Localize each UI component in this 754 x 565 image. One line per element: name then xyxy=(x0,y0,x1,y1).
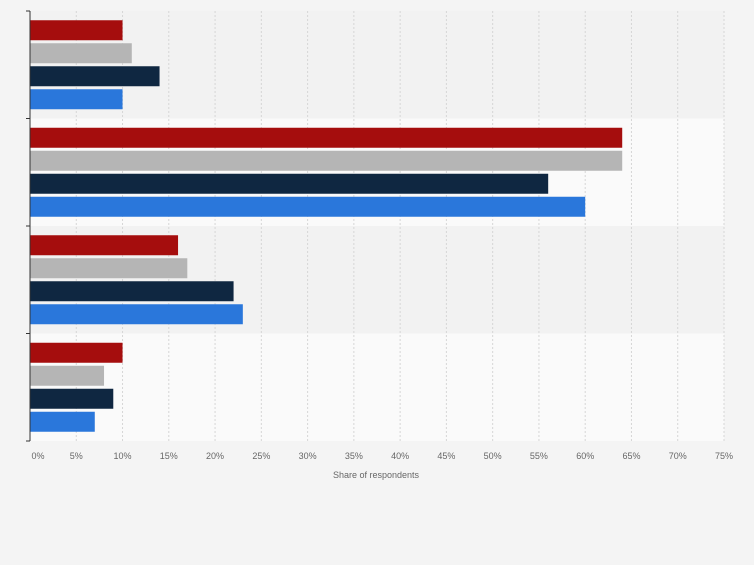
axis xyxy=(26,10,31,442)
x-tick-label: 70% xyxy=(669,451,687,461)
bar xyxy=(30,66,160,87)
bar xyxy=(30,173,549,194)
x-tick-label: 40% xyxy=(391,451,409,461)
x-axis-title: Share of respondents xyxy=(333,470,420,480)
x-tick-label: 25% xyxy=(252,451,270,461)
x-tick-label: 60% xyxy=(576,451,594,461)
x-tick-label: 15% xyxy=(160,451,178,461)
x-tick-label: 50% xyxy=(484,451,502,461)
x-tick-label: 35% xyxy=(345,451,363,461)
x-tick-label: 55% xyxy=(530,451,548,461)
x-tick-labels: 0% 5% 10% 15% 20% 25% 30% 35% 40% 45% 50% 55% 60% 65%… xyxy=(31,451,733,461)
category-band xyxy=(30,11,724,119)
x-tick-label: 0% xyxy=(31,451,44,461)
bar xyxy=(30,150,623,171)
x-tick-label: 5% xyxy=(70,451,83,461)
bar xyxy=(30,342,123,363)
bar xyxy=(30,196,586,217)
bar xyxy=(30,388,114,409)
x-tick-label: 20% xyxy=(206,451,224,461)
bar xyxy=(30,304,243,325)
bars xyxy=(30,20,623,432)
bar xyxy=(30,127,623,148)
bar xyxy=(30,20,123,41)
category-band xyxy=(30,333,724,441)
bar xyxy=(30,365,105,386)
bar xyxy=(30,411,95,432)
bar xyxy=(30,89,123,110)
x-tick-label: 10% xyxy=(114,451,132,461)
bar xyxy=(30,281,234,302)
bar xyxy=(30,43,132,64)
x-tick-label: 65% xyxy=(622,451,640,461)
bar xyxy=(30,235,179,256)
x-tick-label: 45% xyxy=(437,451,455,461)
bar xyxy=(30,258,188,279)
x-tick-label: 30% xyxy=(299,451,317,461)
x-tick-label: 75% xyxy=(715,451,733,461)
